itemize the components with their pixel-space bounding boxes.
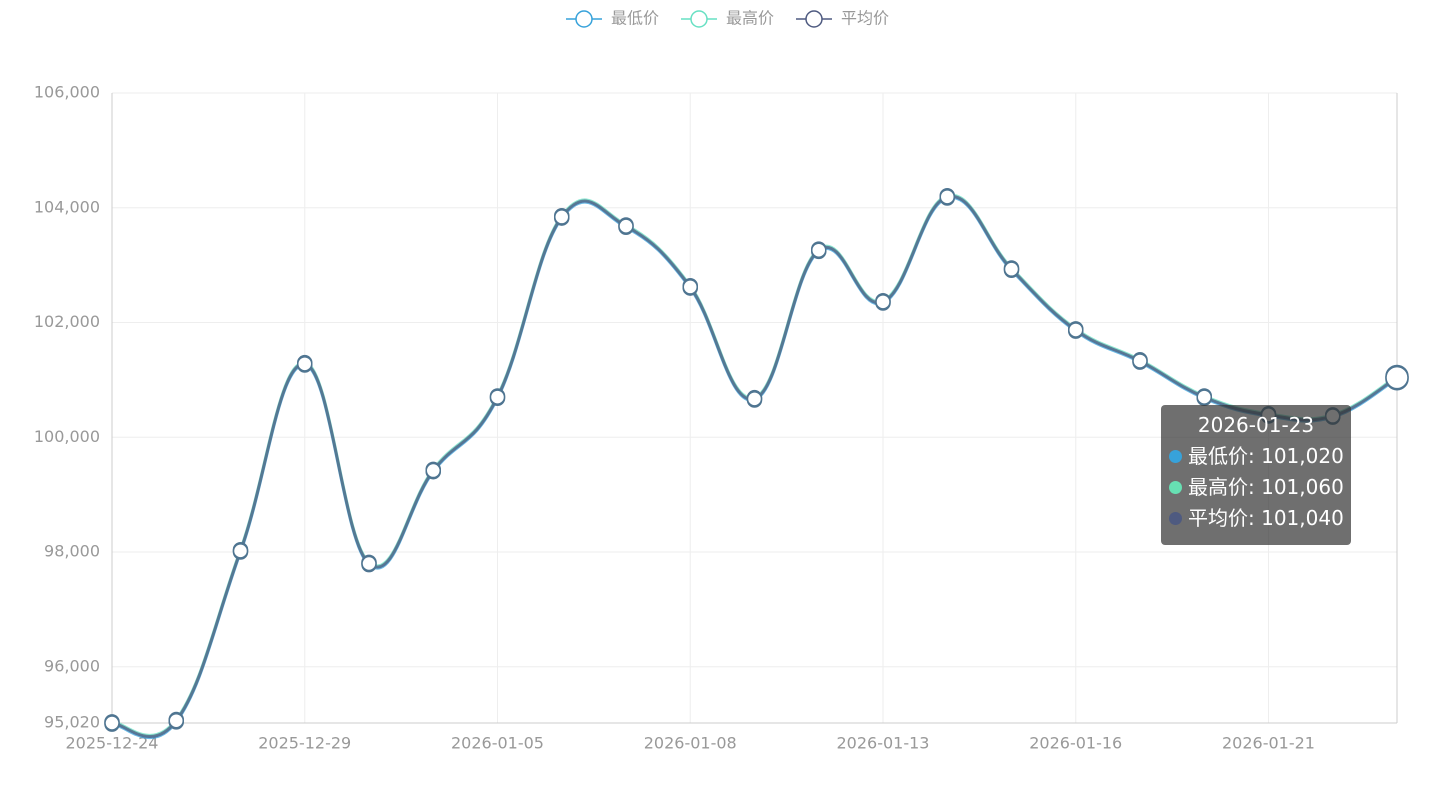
data-point <box>425 462 441 479</box>
tooltip-marker <box>1169 512 1182 525</box>
legend-icon <box>690 10 708 28</box>
x-tick-label: 2026-01-13 <box>837 734 930 753</box>
data-point <box>939 189 955 205</box>
data-point <box>489 389 506 405</box>
data-point <box>682 279 698 295</box>
y-tick-label: 106,000 <box>34 83 100 102</box>
data-point <box>232 543 249 559</box>
x-tick-label: 2025-12-29 <box>258 734 351 753</box>
data-point <box>1003 261 1020 277</box>
y-tick-label: 95,020 <box>44 713 100 732</box>
tooltip-name: 最低价 <box>1188 444 1261 468</box>
data-point <box>1132 353 1148 369</box>
tooltip-name: 平均价 <box>1188 506 1261 530</box>
x-tick-label: 2025-12-24 <box>66 734 159 753</box>
y-tick-label: 98,000 <box>44 542 100 561</box>
tooltip: 2026-01-23 最低价101,020最高价101,060平均价101,04… <box>1161 405 1351 545</box>
x-tick-label: 2026-01-08 <box>644 734 737 753</box>
y-tick-label: 104,000 <box>34 197 100 216</box>
legend-icon <box>805 10 823 28</box>
tooltip-value: 101,060 <box>1261 475 1344 499</box>
y-tick-label: 96,000 <box>44 656 100 675</box>
data-point <box>104 715 120 731</box>
tooltip-name: 最高价 <box>1188 475 1261 499</box>
data-point <box>554 209 570 225</box>
data-point <box>1068 322 1084 338</box>
x-tick-label: 2026-01-05 <box>451 734 544 753</box>
tooltip-row: 平均价101,040 <box>1169 503 1344 534</box>
data-point <box>1196 389 1212 405</box>
data-point <box>168 712 184 729</box>
data-point <box>1385 365 1409 390</box>
data-point <box>875 294 891 310</box>
y-tick-label: 102,000 <box>34 312 100 331</box>
tooltip-value: 101,040 <box>1261 506 1344 530</box>
tooltip-row: 最高价101,060 <box>1169 472 1344 503</box>
legend-icon <box>575 10 593 28</box>
tooltip-marker <box>1169 450 1182 463</box>
data-point <box>746 391 763 407</box>
y-tick-label: 100,000 <box>34 427 100 446</box>
tooltip-row: 最低价101,020 <box>1169 441 1344 472</box>
x-tick-label: 2026-01-16 <box>1029 734 1122 753</box>
data-point <box>297 356 313 372</box>
x-tick-label: 2026-01-21 <box>1222 734 1315 753</box>
data-point <box>811 242 827 258</box>
legend-label: 平均价 <box>841 9 889 28</box>
tooltip-marker <box>1169 481 1182 494</box>
data-point <box>361 555 377 572</box>
legend-label: 最高价 <box>726 9 774 28</box>
tooltip-title: 2026-01-23 <box>1197 413 1315 437</box>
data-point <box>618 218 634 234</box>
legend-label: 最低价 <box>611 9 659 28</box>
tooltip-value: 101,020 <box>1261 444 1344 468</box>
